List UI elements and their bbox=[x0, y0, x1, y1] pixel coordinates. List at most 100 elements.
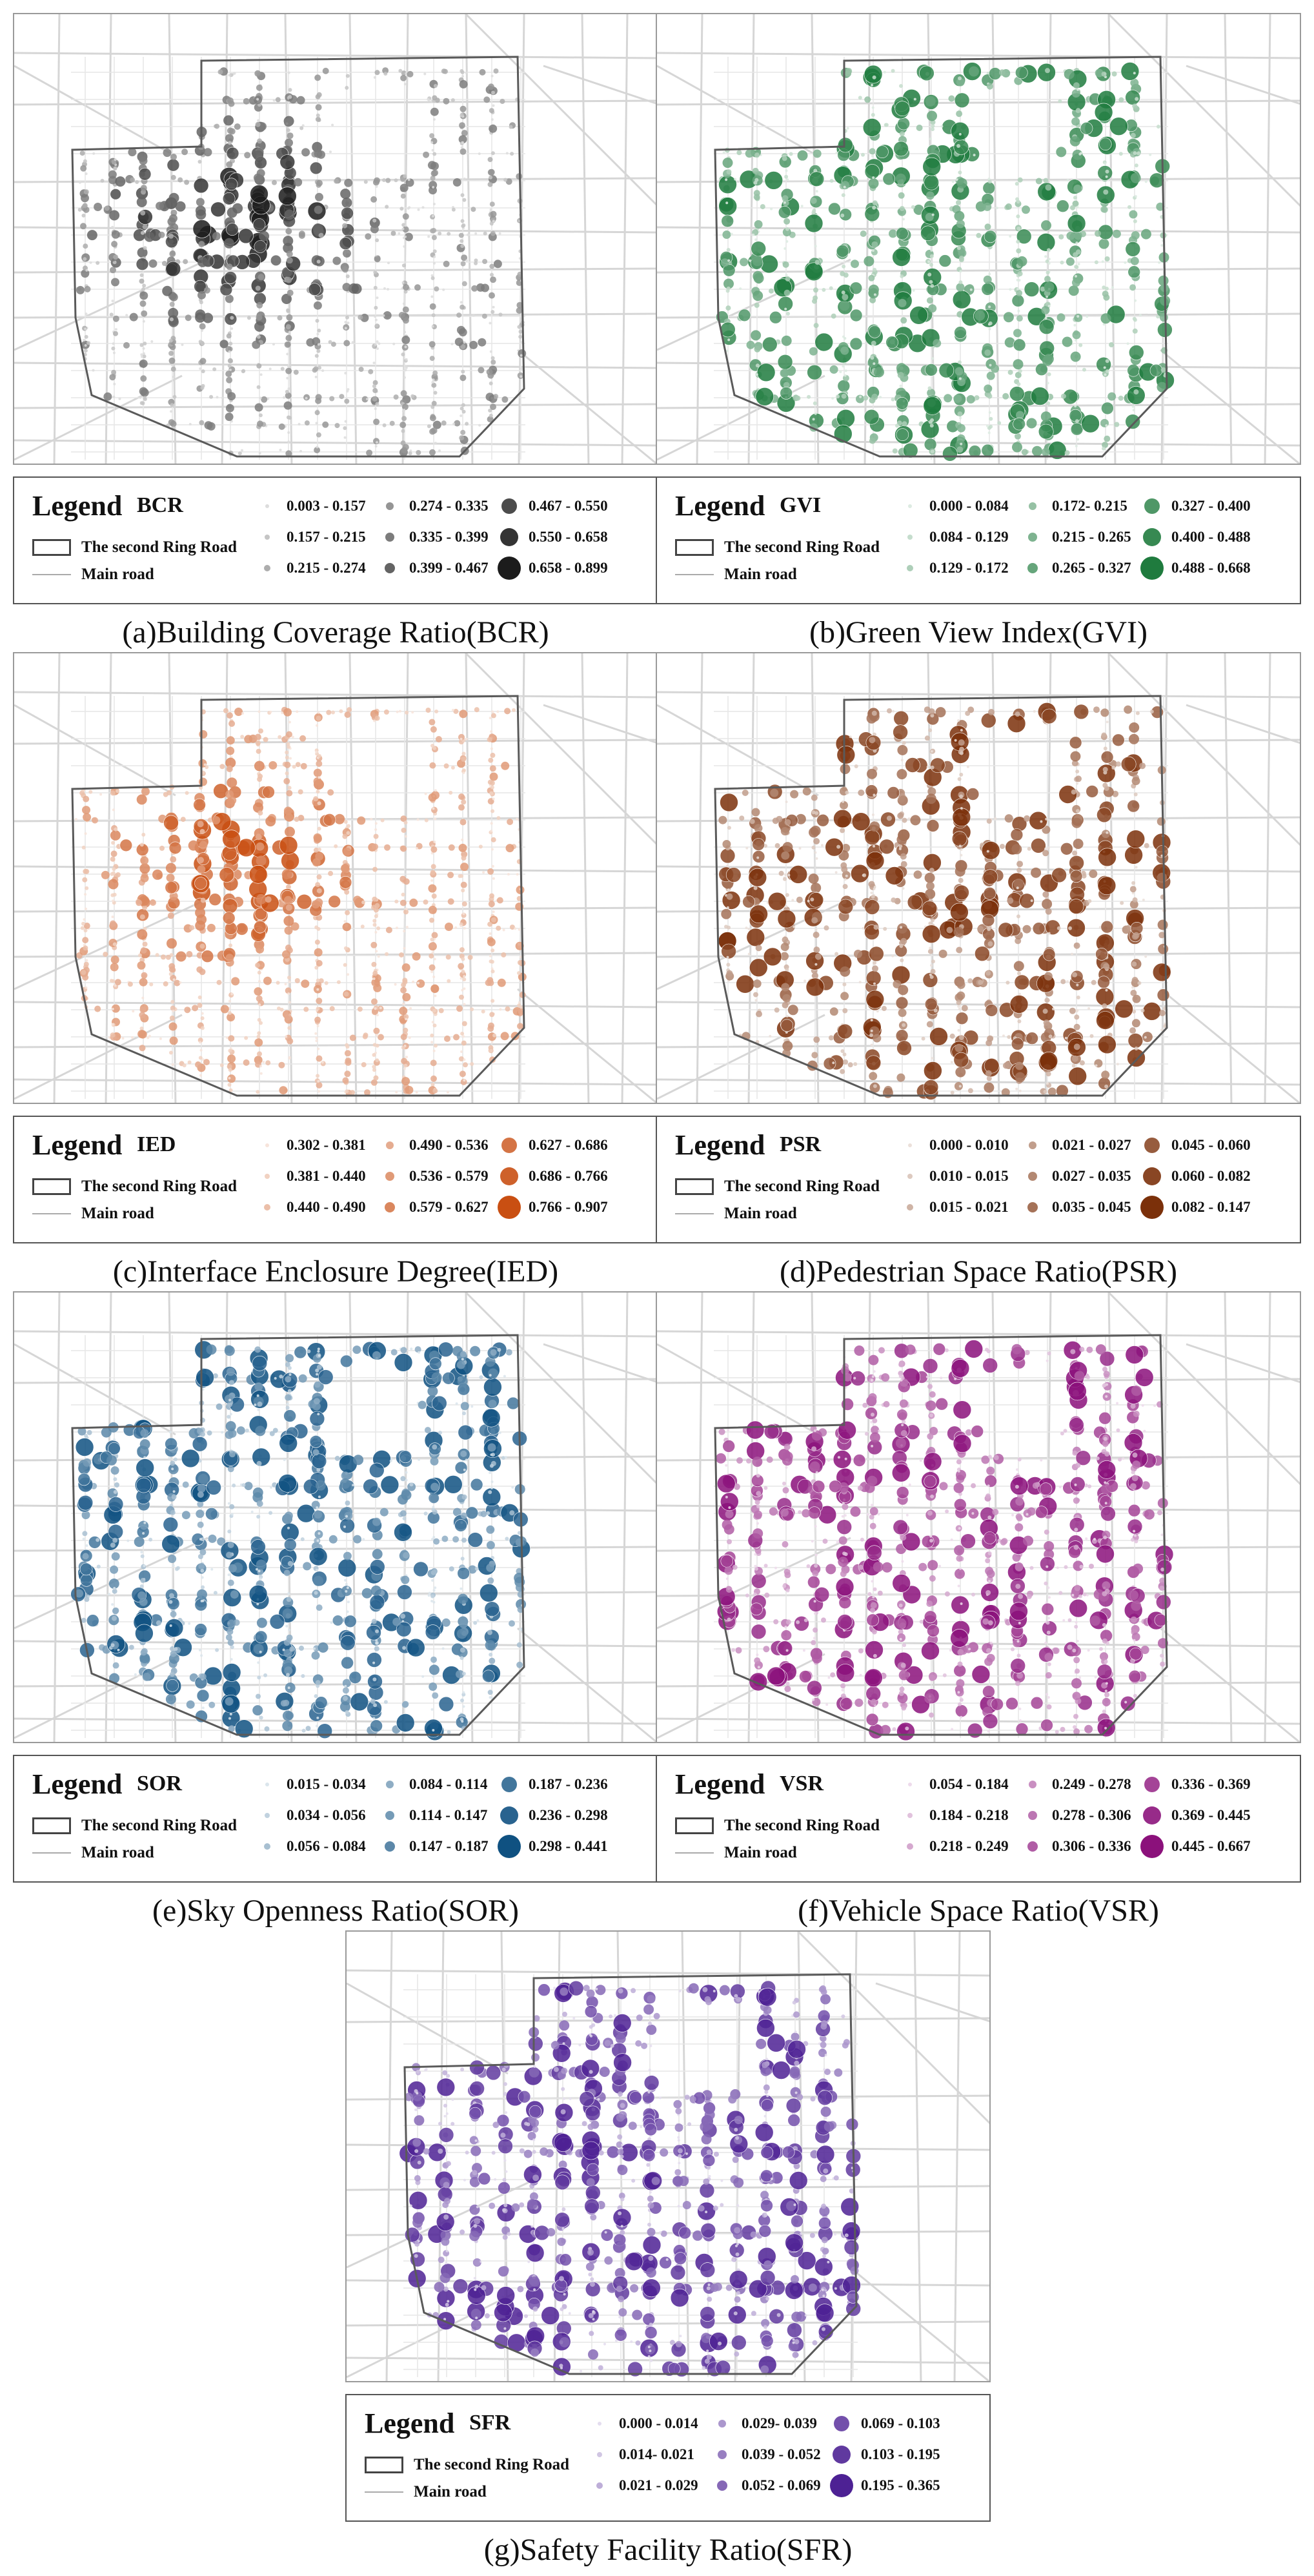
sample-point bbox=[139, 168, 151, 180]
sample-point bbox=[1069, 409, 1082, 422]
sample-point bbox=[839, 300, 849, 311]
sample-point bbox=[227, 712, 233, 719]
sample-point bbox=[891, 897, 896, 903]
sample-point bbox=[139, 360, 148, 368]
sample-point bbox=[1099, 138, 1111, 150]
sample-point bbox=[501, 952, 506, 957]
sample-point bbox=[469, 341, 478, 349]
sample-point bbox=[486, 393, 494, 401]
sample-point bbox=[297, 894, 312, 909]
sample-point bbox=[489, 955, 492, 957]
sample-point bbox=[315, 193, 323, 201]
sample-point bbox=[140, 353, 143, 356]
class-label: 0.579 - 0.627 bbox=[409, 1199, 489, 1216]
sample-point bbox=[931, 919, 935, 923]
sample-point bbox=[756, 1011, 762, 1017]
sample-point bbox=[314, 1694, 318, 1698]
sample-point bbox=[316, 1007, 320, 1010]
ring-road-label: The second Ring Road bbox=[81, 1178, 237, 1196]
sample-point bbox=[460, 430, 465, 435]
sample-point bbox=[934, 1008, 938, 1012]
sample-point bbox=[926, 793, 936, 804]
sample-point bbox=[265, 1726, 270, 1732]
sample-point bbox=[347, 973, 349, 976]
sample-point bbox=[1013, 418, 1026, 430]
sample-point bbox=[1076, 1010, 1078, 1012]
sample-point bbox=[859, 396, 862, 398]
sample-point bbox=[1060, 261, 1064, 265]
sample-point bbox=[1129, 722, 1139, 733]
sample-point bbox=[296, 710, 298, 713]
sample-point bbox=[1130, 886, 1137, 892]
class-symbol bbox=[376, 1162, 404, 1191]
sample-point bbox=[960, 443, 962, 445]
class-label: 0.157 - 0.215 bbox=[287, 529, 366, 546]
sample-point bbox=[343, 249, 351, 258]
sample-point bbox=[1080, 1060, 1085, 1065]
sample-point bbox=[445, 923, 453, 931]
sample-point bbox=[462, 977, 466, 981]
sample-point bbox=[140, 856, 148, 864]
sample-point bbox=[930, 249, 933, 252]
sample-point bbox=[141, 356, 143, 358]
sample-point bbox=[988, 305, 991, 308]
sample-point bbox=[1091, 980, 1097, 985]
sample-point bbox=[1112, 72, 1117, 77]
sample-point bbox=[462, 912, 465, 915]
sample-point bbox=[404, 236, 407, 238]
sample-point bbox=[298, 790, 303, 795]
sample-point bbox=[460, 1050, 463, 1053]
sample-point bbox=[84, 327, 86, 330]
sample-point bbox=[236, 923, 248, 935]
sample-point bbox=[201, 1016, 205, 1020]
class-symbol bbox=[1018, 554, 1047, 582]
sample-point bbox=[165, 881, 177, 894]
sample-point bbox=[253, 150, 263, 161]
sample-point bbox=[401, 429, 405, 433]
sample-point bbox=[461, 757, 466, 762]
sample-point bbox=[1149, 154, 1151, 156]
sample-point bbox=[1076, 206, 1079, 209]
sample-point bbox=[284, 762, 290, 768]
sample-point bbox=[429, 965, 436, 971]
sample-point bbox=[1016, 886, 1019, 889]
sample-point bbox=[958, 76, 962, 80]
sample-point bbox=[1133, 897, 1138, 903]
sample-point bbox=[132, 1010, 134, 1012]
sample-point bbox=[203, 1059, 210, 1065]
sample-point bbox=[188, 1061, 192, 1065]
sample-point bbox=[959, 844, 962, 847]
sample-point bbox=[353, 895, 361, 904]
sample-point bbox=[411, 711, 414, 713]
sample-point bbox=[751, 241, 766, 256]
sample-point bbox=[796, 897, 803, 903]
sample-point bbox=[245, 1429, 249, 1433]
sample-point bbox=[490, 809, 494, 813]
panel-caption: (c)Interface Enclosure Degree(IED) bbox=[13, 1254, 658, 1289]
sample-point bbox=[806, 978, 824, 996]
sample-point bbox=[329, 150, 332, 153]
sample-point bbox=[400, 900, 407, 906]
sample-point bbox=[1073, 252, 1078, 258]
sample-point bbox=[461, 224, 465, 228]
sample-point bbox=[786, 178, 789, 181]
sample-point bbox=[1046, 1071, 1051, 1076]
sample-point bbox=[370, 196, 377, 203]
sample-point bbox=[401, 1077, 410, 1085]
sample-point bbox=[988, 431, 991, 434]
sample-point bbox=[1042, 709, 1056, 724]
sample-point bbox=[402, 963, 410, 972]
sample-point bbox=[169, 214, 177, 223]
sample-point bbox=[232, 203, 243, 214]
sample-point bbox=[114, 1490, 117, 1494]
class-symbol bbox=[1138, 1162, 1166, 1191]
sample-point bbox=[287, 416, 291, 420]
sample-point bbox=[256, 945, 264, 954]
sample-point bbox=[517, 325, 521, 329]
sample-point bbox=[927, 297, 933, 303]
sample-point bbox=[228, 141, 232, 145]
sample-point bbox=[285, 1354, 294, 1362]
sample-point bbox=[444, 1475, 462, 1493]
sample-point bbox=[843, 884, 848, 889]
sample-point bbox=[1011, 1038, 1024, 1050]
